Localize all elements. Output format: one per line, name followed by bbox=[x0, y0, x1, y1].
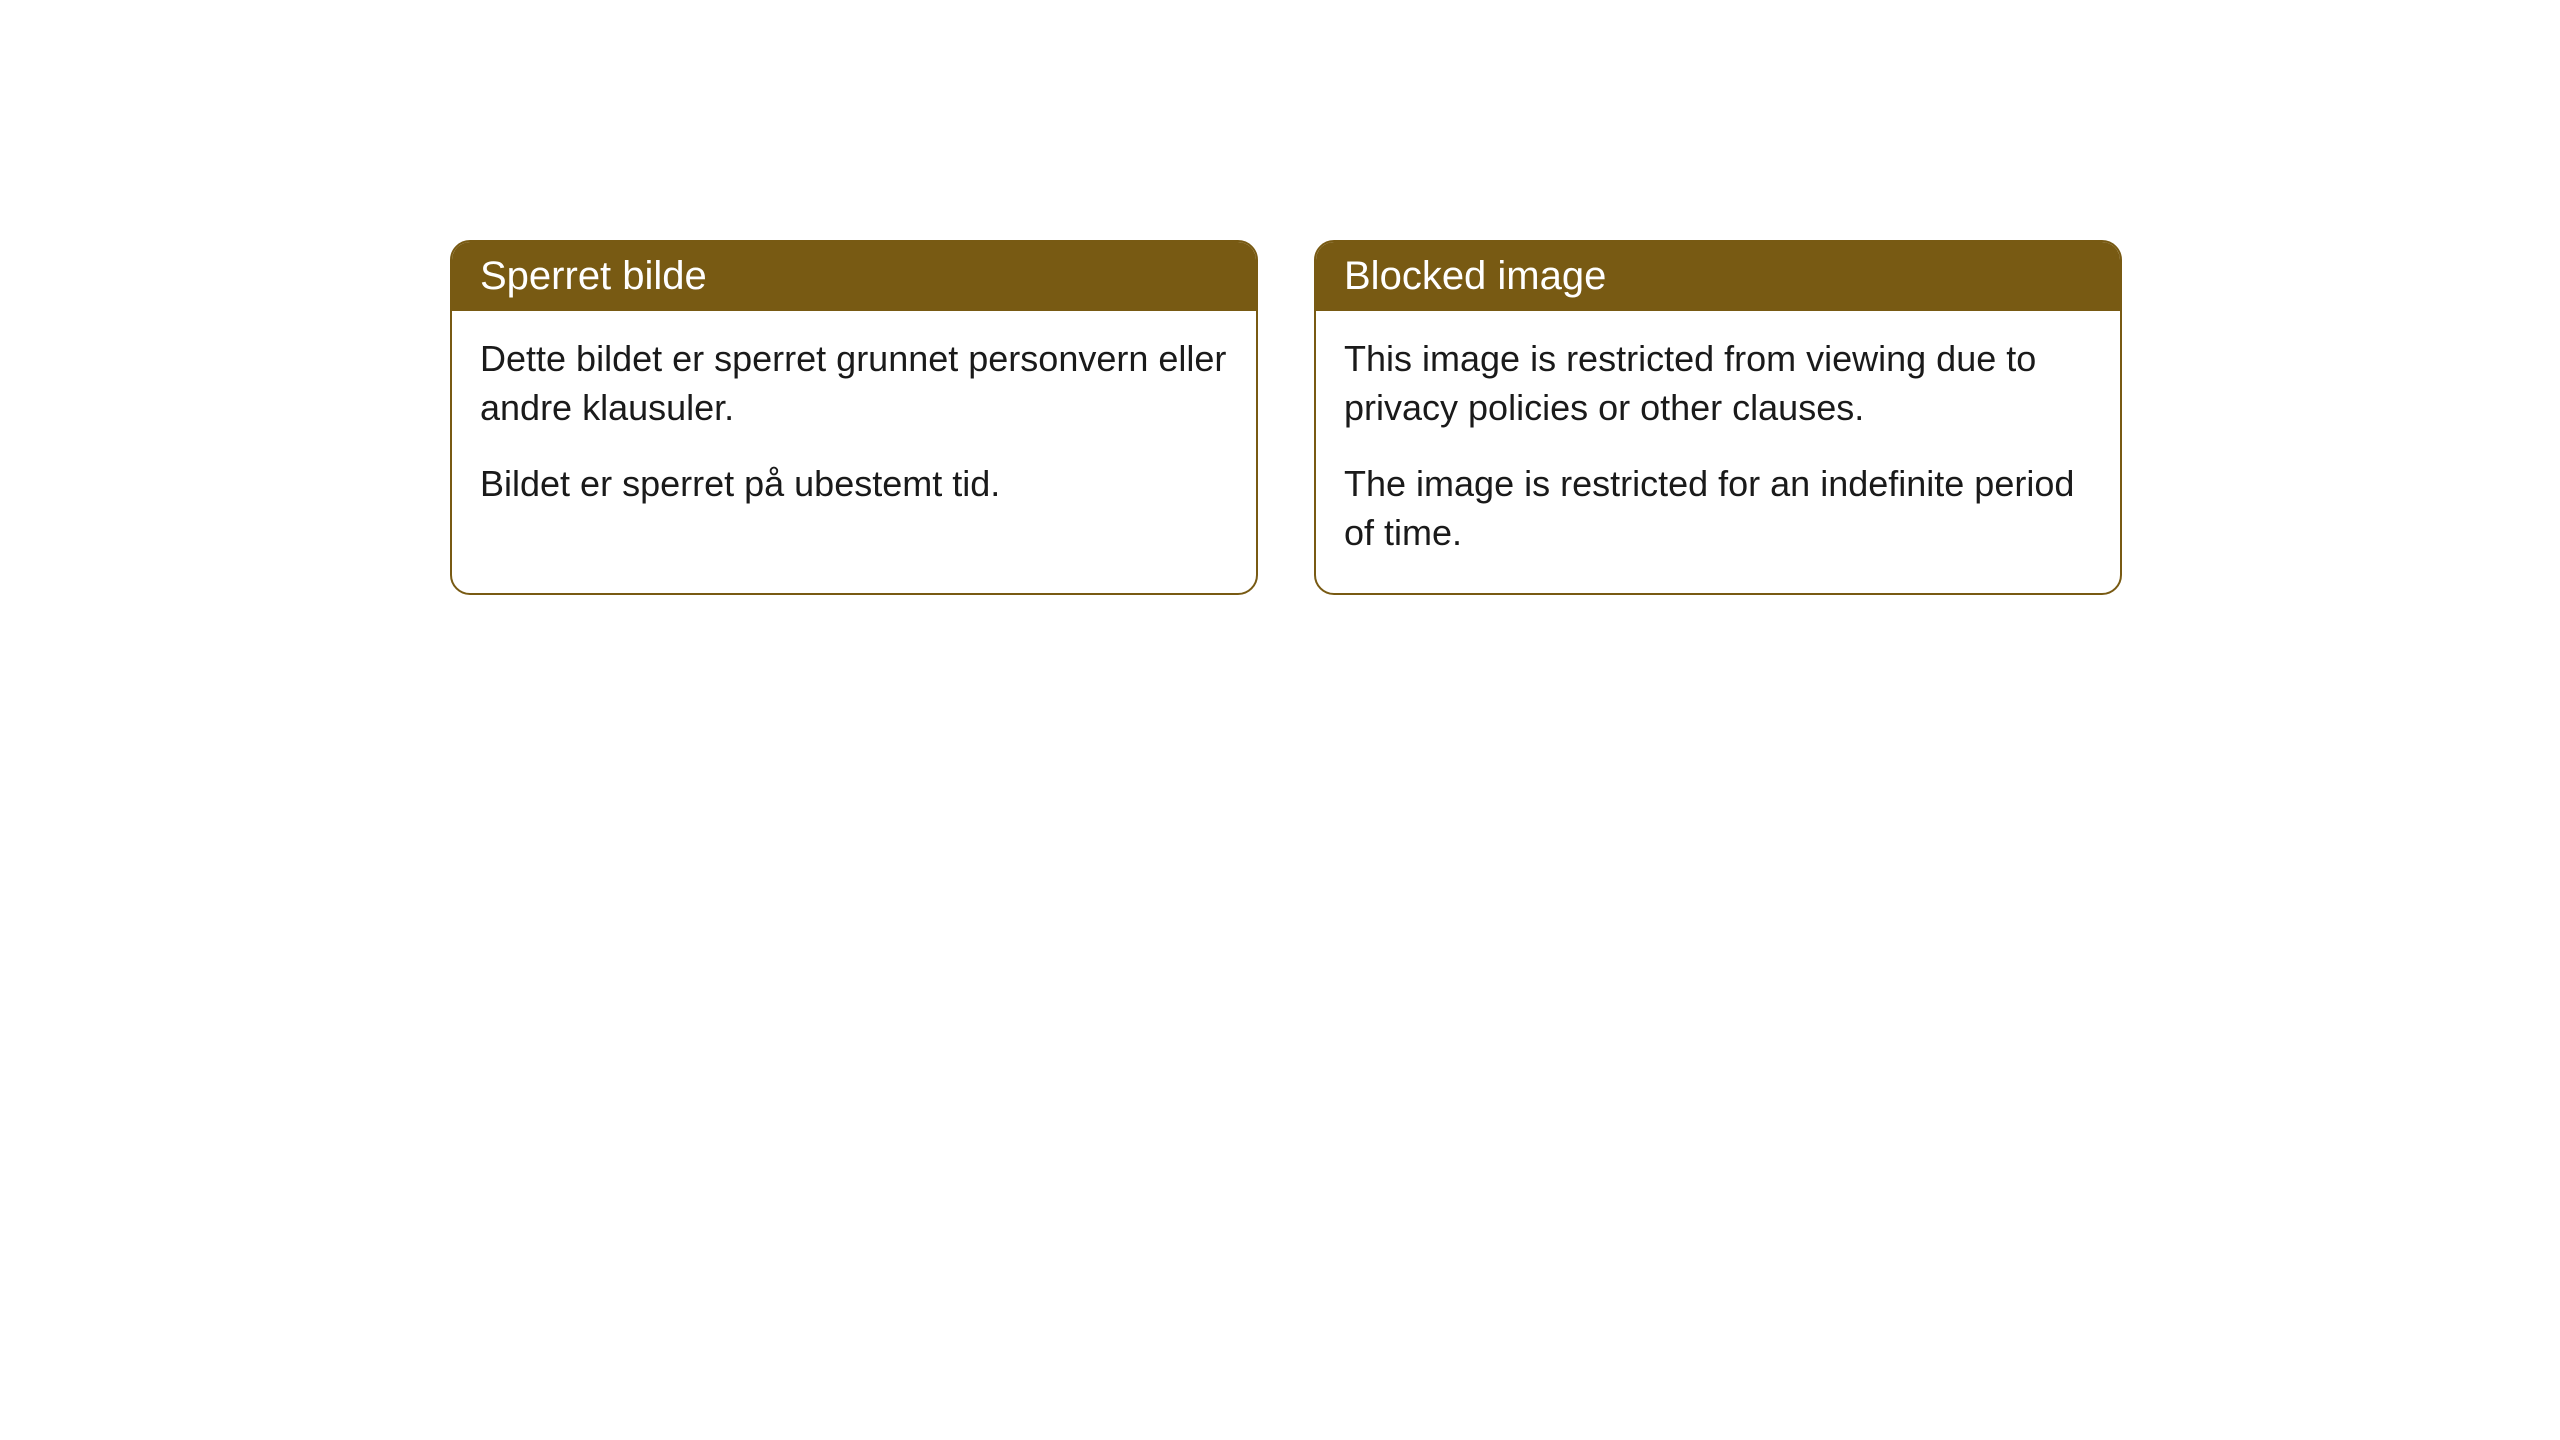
card-body-no: Dette bildet er sperret grunnet personve… bbox=[452, 311, 1256, 545]
card-para2-en: The image is restricted for an indefinit… bbox=[1344, 460, 2092, 557]
notice-container: Sperret bilde Dette bildet er sperret gr… bbox=[0, 0, 2560, 595]
card-para1-en: This image is restricted from viewing du… bbox=[1344, 335, 2092, 432]
card-header-no: Sperret bilde bbox=[452, 242, 1256, 311]
card-header-en: Blocked image bbox=[1316, 242, 2120, 311]
card-para1-no: Dette bildet er sperret grunnet personve… bbox=[480, 335, 1228, 432]
card-title-no: Sperret bilde bbox=[480, 254, 707, 298]
blocked-image-card-no: Sperret bilde Dette bildet er sperret gr… bbox=[450, 240, 1258, 595]
blocked-image-card-en: Blocked image This image is restricted f… bbox=[1314, 240, 2122, 595]
card-title-en: Blocked image bbox=[1344, 254, 1606, 298]
card-body-en: This image is restricted from viewing du… bbox=[1316, 311, 2120, 593]
card-para2-no: Bildet er sperret på ubestemt tid. bbox=[480, 460, 1228, 509]
